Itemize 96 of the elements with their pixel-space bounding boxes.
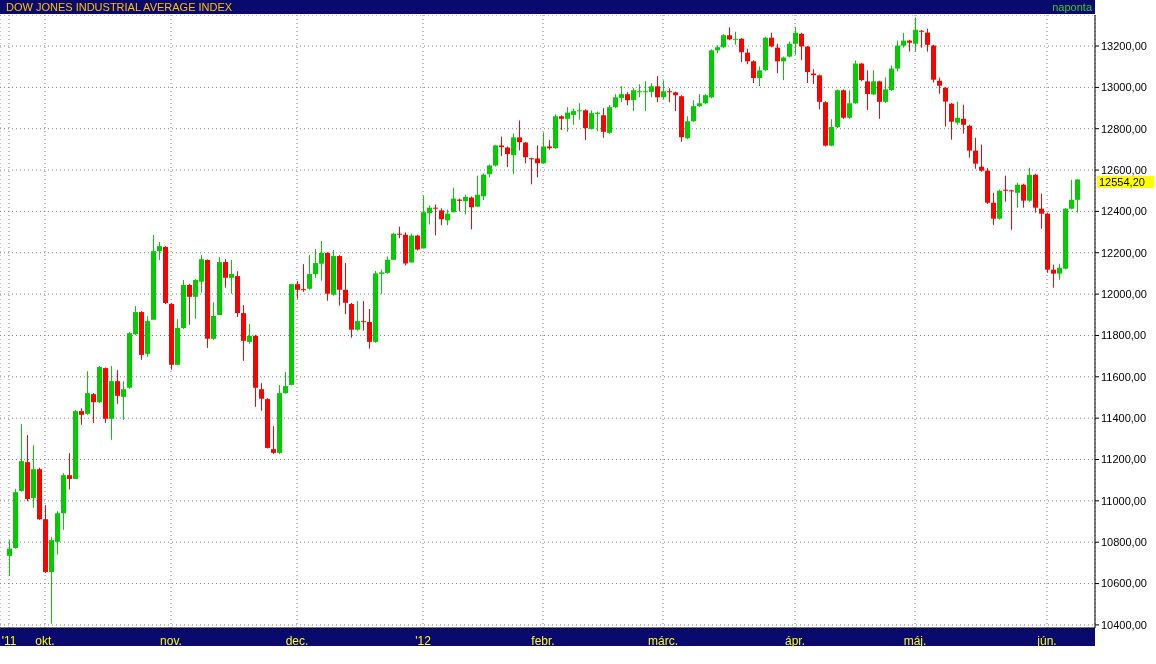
candlestick	[247, 323, 252, 345]
y-tick-label: 10800,00	[1101, 536, 1147, 549]
y-tick-label: 13000,00	[1101, 81, 1147, 94]
candlestick	[685, 115, 690, 140]
candlestick	[1051, 264, 1056, 289]
x-tick-label: febr.	[531, 633, 555, 648]
candlestick	[865, 69, 870, 111]
candlestick	[91, 392, 96, 424]
y-tick-label: 11600,00	[1101, 370, 1147, 383]
candlestick	[655, 75, 660, 103]
candlestick	[1075, 178, 1080, 214]
candlestick	[307, 254, 312, 291]
candlestick	[847, 89, 852, 120]
candlestick	[451, 187, 456, 213]
y-tick-label: 12000,00	[1101, 288, 1147, 301]
candlestick	[733, 31, 738, 46]
candlestick	[283, 371, 288, 395]
x-tick-label: máj.	[903, 633, 927, 648]
candlestick	[361, 300, 366, 332]
y-tick-label: 13200,00	[1101, 39, 1147, 52]
candlestick	[661, 79, 666, 100]
x-tick-label: dec.	[285, 633, 309, 648]
candlestick	[493, 144, 498, 168]
candlestick	[229, 259, 234, 295]
y-tick-label: 11800,00	[1101, 329, 1147, 342]
y-tick-label: 12200,00	[1101, 246, 1147, 259]
candlestick	[775, 43, 780, 74]
candlestick	[895, 40, 900, 72]
candlestick	[943, 86, 948, 128]
candlestick	[913, 17, 918, 53]
candlestick	[979, 144, 984, 173]
candlestick	[739, 37, 744, 63]
candlestick	[577, 102, 582, 121]
x-tick-label: nov.	[160, 633, 182, 648]
candlestick	[85, 370, 90, 416]
candlestick	[601, 107, 606, 139]
candlestick	[757, 65, 762, 87]
chart-subtitle: naponta	[1052, 0, 1092, 14]
x-tick-label: jún.	[1036, 633, 1057, 648]
candlestick	[973, 137, 978, 170]
y-tick-label: 10600,00	[1101, 577, 1147, 590]
candlestick	[829, 118, 834, 147]
candlestick	[211, 301, 216, 341]
candlestick	[121, 380, 126, 421]
candlestick	[67, 452, 72, 490]
candlestick	[1039, 193, 1044, 230]
candlestick	[7, 539, 12, 577]
candlestick	[991, 192, 996, 226]
y-tick-label: 11400,00	[1101, 412, 1147, 425]
candlestick	[367, 308, 372, 350]
candlestick	[517, 119, 522, 151]
candlestick	[259, 382, 264, 412]
candlestick	[949, 102, 954, 141]
x-tick-label: ápr.	[784, 633, 806, 648]
candlestick	[859, 62, 864, 82]
y-tick-label: 12400,00	[1101, 205, 1147, 218]
candlestick	[583, 108, 588, 141]
y-tick-label: 10400,00	[1101, 618, 1147, 631]
x-tick-label: '11	[1, 633, 17, 648]
candlestick	[1015, 182, 1020, 209]
candlestick	[463, 194, 468, 215]
candlestick	[955, 101, 960, 126]
y-tick-label: 11000,00	[1101, 494, 1147, 507]
candlestick	[343, 262, 348, 315]
candlestick	[187, 283, 192, 326]
x-tick-label: '12	[415, 633, 432, 648]
candlestick	[925, 28, 930, 53]
candlestick	[355, 300, 360, 332]
candlestick	[523, 141, 528, 164]
candlestick	[793, 26, 798, 56]
text: 12554,20	[1097, 175, 1154, 188]
candlestick	[1069, 179, 1074, 210]
y-tick-label: 12600,00	[1101, 163, 1147, 176]
candlestick	[115, 369, 120, 405]
candlestick	[961, 104, 966, 135]
candlestick	[871, 69, 876, 96]
candlestick	[751, 59, 756, 84]
candlestick	[511, 132, 516, 175]
y-tick-label: 11200,00	[1101, 453, 1147, 466]
x-tick-label: márc.	[648, 633, 678, 648]
candlestick	[433, 204, 438, 236]
candlestick	[919, 29, 924, 49]
candlestick	[691, 99, 696, 123]
candlestick	[667, 87, 672, 103]
candlestick	[799, 32, 804, 61]
candlestick	[469, 196, 474, 230]
candlestick	[499, 136, 504, 157]
candlestick	[541, 131, 546, 165]
candlestick	[877, 80, 882, 120]
y-tick-label: 12800,00	[1101, 122, 1147, 135]
candlestick	[271, 425, 276, 455]
chart-title: DOW JONES INDUSTRIAL AVERAGE INDEX	[6, 0, 233, 14]
candlestick	[505, 145, 510, 168]
candlestick	[1021, 183, 1026, 209]
candlestick	[223, 258, 228, 289]
x-tick-label: okt.	[35, 633, 55, 648]
